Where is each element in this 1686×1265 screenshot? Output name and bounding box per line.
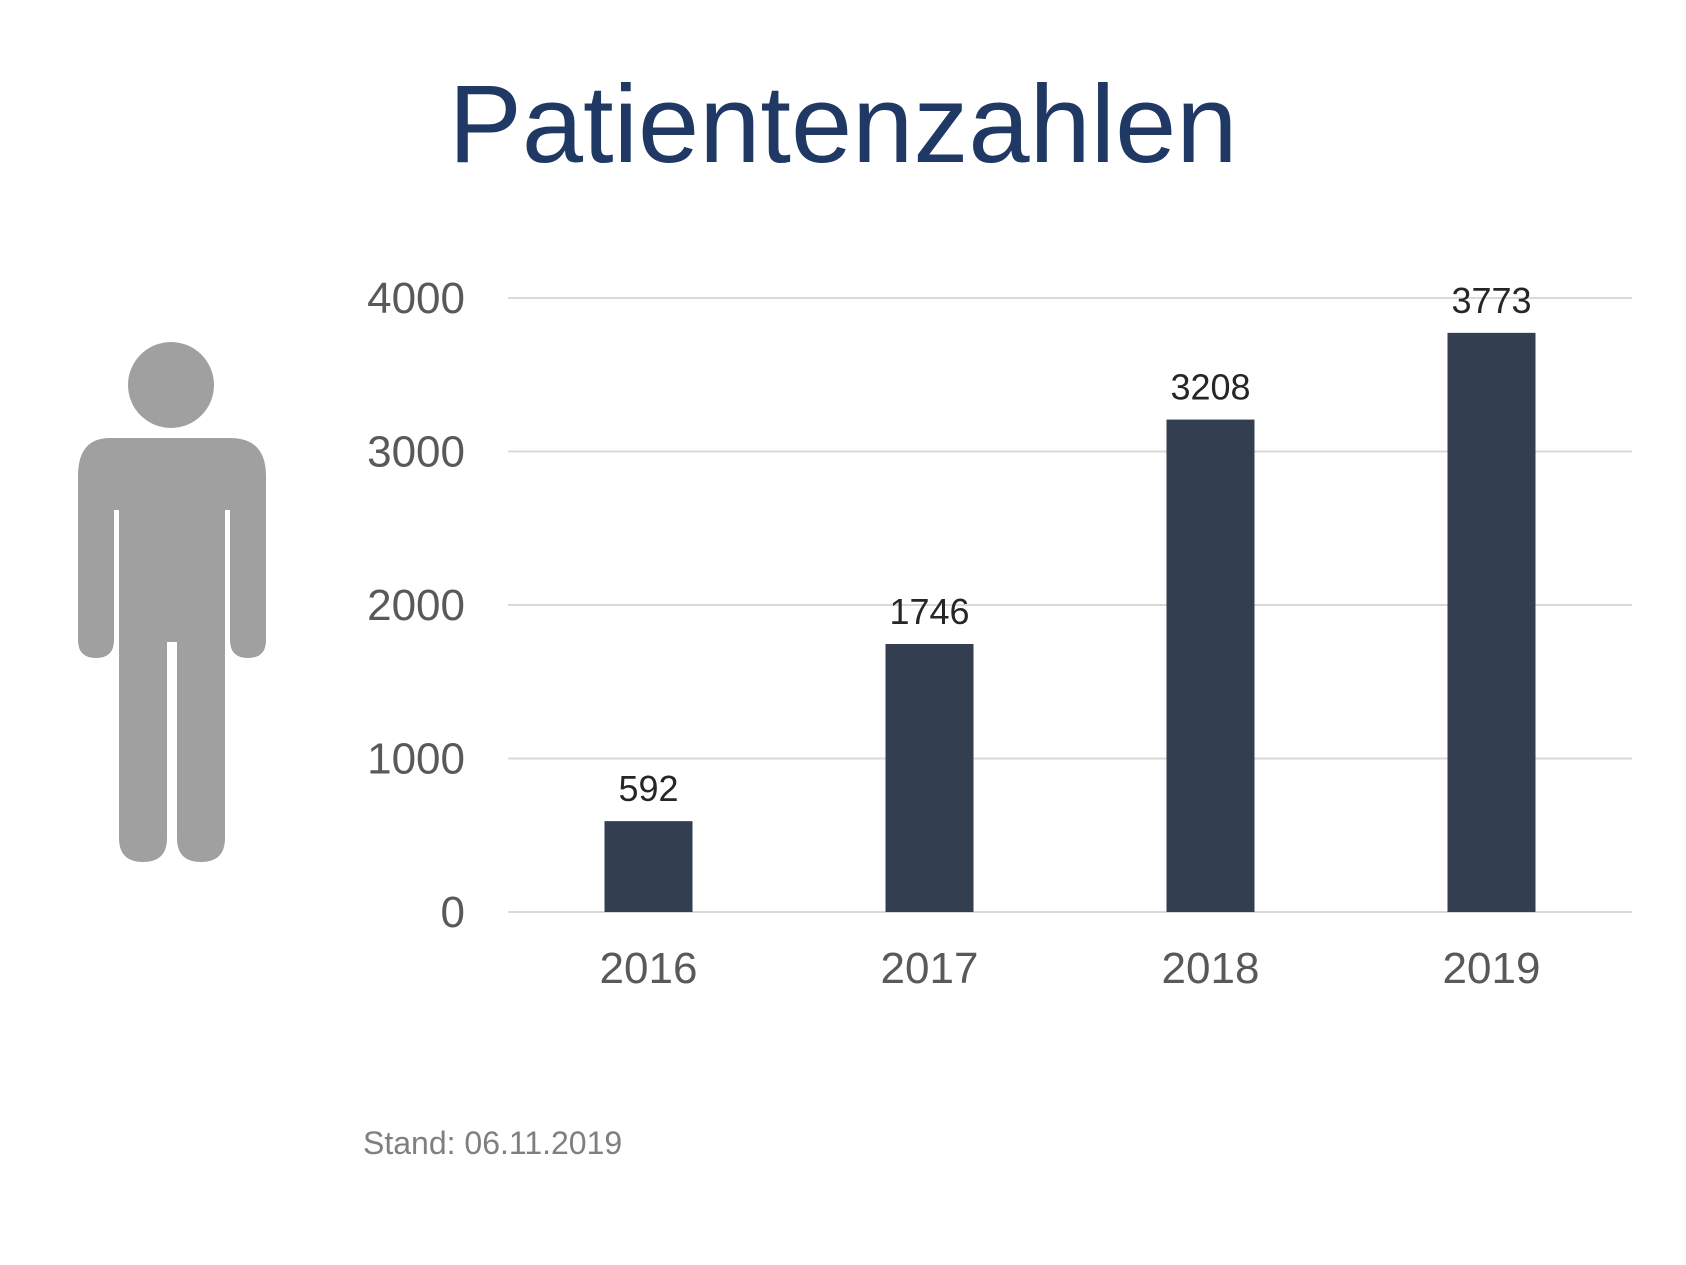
bar-2017 (885, 643, 974, 912)
data-label-2016: 592 (618, 768, 678, 809)
x-axis-ticks: 2016 2017 2018 2019 (600, 944, 1541, 993)
y-tick-label-0: 0 (441, 888, 465, 937)
bars (604, 332, 1536, 913)
bar-2018 (1166, 419, 1255, 912)
person-icon (78, 342, 266, 862)
x-tick-label-2017: 2017 (881, 944, 979, 993)
bar-2016 (604, 821, 693, 912)
y-tick-label-1000: 1000 (367, 735, 465, 784)
footnote: Stand: 06.11.2019 (363, 1125, 623, 1161)
page-title: Patientenzahlen (448, 63, 1238, 186)
y-axis-ticks: 0 1000 2000 3000 4000 (367, 274, 465, 937)
data-labels: 592 1746 3208 3773 (618, 280, 1531, 809)
person-head (128, 342, 214, 428)
data-label-2017: 1746 (889, 591, 969, 632)
data-label-2019: 3773 (1451, 280, 1531, 321)
y-tick-label-2000: 2000 (367, 581, 465, 630)
x-tick-label-2018: 2018 (1162, 944, 1260, 993)
y-tick-label-4000: 4000 (367, 274, 465, 323)
bar-2019 (1447, 332, 1536, 913)
gridlines (508, 297, 1632, 913)
x-tick-label-2019: 2019 (1443, 944, 1541, 993)
x-tick-label-2016: 2016 (600, 944, 698, 993)
person-body (78, 438, 266, 862)
data-label-2018: 3208 (1170, 367, 1250, 408)
y-tick-label-3000: 3000 (367, 428, 465, 477)
